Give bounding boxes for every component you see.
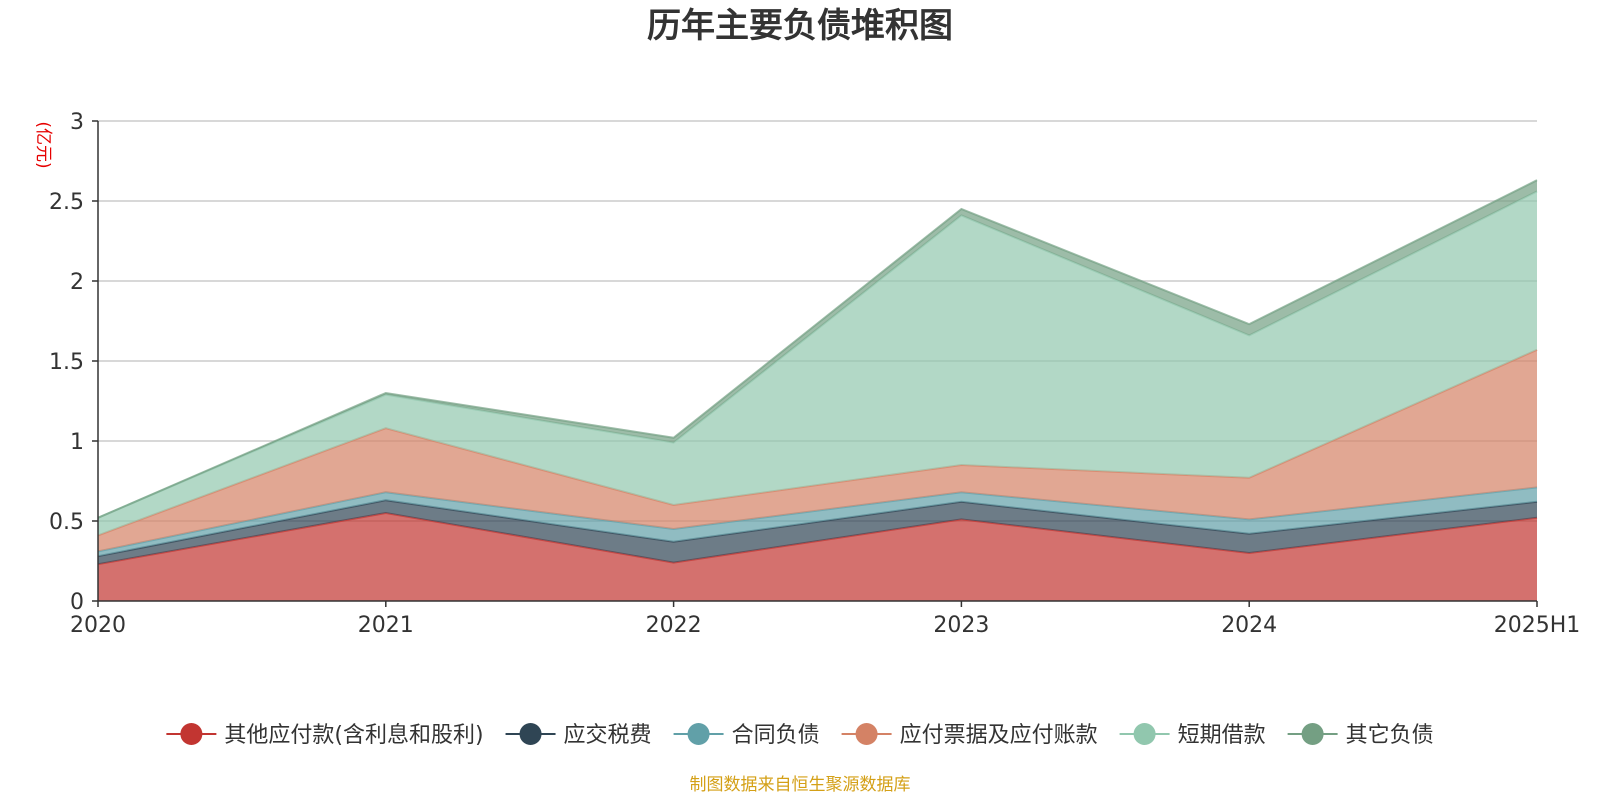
legend-label-3: 应付票据及应付账款: [900, 723, 1098, 748]
y-tick-label-0: 0: [70, 590, 84, 615]
y-tick-label-4: 2: [70, 270, 84, 295]
legend-item-3[interactable]: 应付票据及应付账款: [841, 723, 1098, 748]
legend-label-0: 其他应付款(含利息和股利): [224, 723, 483, 748]
x-tick-label-2: 2022: [646, 613, 702, 638]
legend-symbol-5: [1301, 723, 1324, 745]
legend-label-2: 合同负债: [732, 723, 820, 748]
y-tick-label-6: 3: [70, 110, 84, 135]
legend-symbol-1: [519, 723, 542, 745]
y-tick-label-1: 0.5: [49, 510, 84, 535]
x-tick-label-4: 2024: [1221, 613, 1277, 638]
legend-item-0[interactable]: 其他应付款(含利息和股利): [166, 723, 484, 748]
area-series-line-5: [97, 179, 1538, 519]
legend-label-1: 应交税费: [564, 723, 652, 748]
area-series-0[interactable]: [98, 513, 1537, 601]
legend[interactable]: 其他应付款(含利息和股利) 应交税费 合同负债 应付票据及应付账款 短期借款 其它负债: [166, 723, 1434, 748]
legend-item-4[interactable]: 短期借款: [1119, 723, 1266, 748]
y-tick-label-5: 2.5: [49, 190, 84, 215]
legend-item-2[interactable]: 合同负债: [673, 723, 820, 748]
legend-item-5[interactable]: 其它负债: [1287, 723, 1434, 748]
legend-label-5: 其它负债: [1346, 723, 1434, 748]
y-tick-label-2: 1: [70, 430, 84, 455]
legend-item-1[interactable]: 应交税费: [505, 723, 652, 748]
legend-symbol-2: [687, 723, 710, 745]
area-series-group: [97, 179, 1538, 601]
x-tick-label-1: 2021: [358, 613, 414, 638]
area-series-4[interactable]: [98, 191, 1537, 536]
x-tick-label-3: 2023: [933, 613, 989, 638]
area-series-1[interactable]: [98, 500, 1537, 565]
chart-title: 历年主要负债堆积图: [647, 6, 953, 46]
data-source-note: 制图数据来自恒生聚源数据库: [690, 775, 911, 795]
area-series-2[interactable]: [98, 487, 1537, 557]
legend-symbol-3: [855, 723, 878, 745]
y-axis-unit-label: (亿元): [33, 121, 53, 168]
x-tick-label-0: 2020: [70, 613, 126, 638]
axes: 0 0.5 1 1.5 2 2.5 3 2020 2021 2022 2023 2024 2025H1: [49, 110, 1580, 638]
x-tick-label-5: 2025H1: [1494, 613, 1581, 638]
area-series-3[interactable]: [98, 349, 1537, 552]
legend-symbol-0: [180, 723, 203, 745]
legend-symbol-4: [1133, 723, 1156, 745]
y-tick-label-3: 1.5: [49, 350, 84, 375]
legend-label-4: 短期借款: [1178, 723, 1266, 748]
